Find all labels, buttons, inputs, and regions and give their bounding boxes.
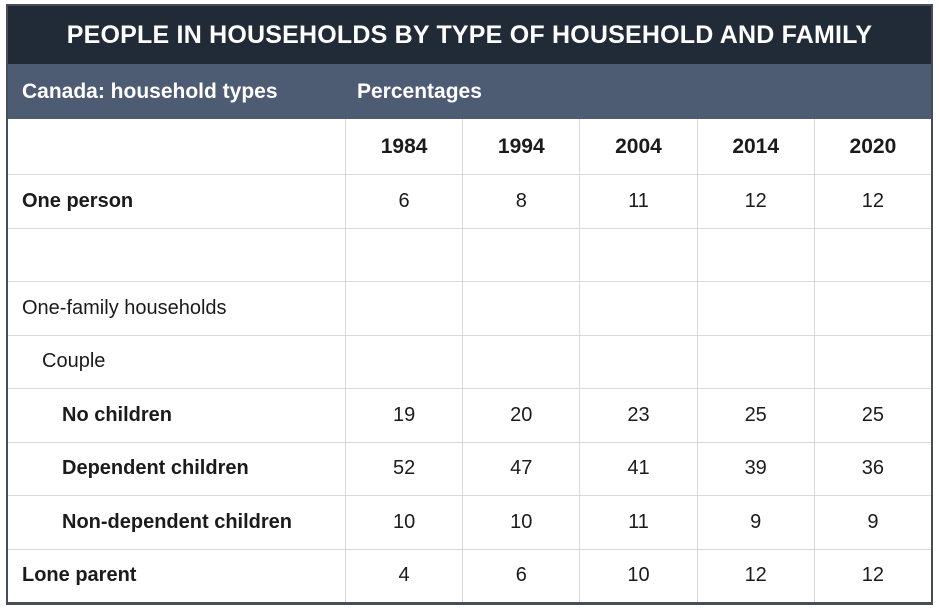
value-cell: 10 xyxy=(579,548,697,602)
value-cell xyxy=(462,334,580,388)
row-label: One person xyxy=(8,174,345,228)
value-cell xyxy=(345,227,463,281)
row-label: No children xyxy=(8,388,345,442)
value-cell: 6 xyxy=(345,174,463,228)
table-title: PEOPLE IN HOUSEHOLDS BY TYPE OF HOUSEHOL… xyxy=(8,6,931,64)
value-cell: 41 xyxy=(579,441,697,495)
value-cell xyxy=(813,227,931,281)
value-cell xyxy=(813,334,931,388)
subtitle-bar: Canada: household types Percentages xyxy=(8,64,931,119)
year-column-header: 2004 xyxy=(579,119,696,174)
row-label: Couple xyxy=(8,334,345,389)
row-label: Lone parent xyxy=(8,548,345,603)
value-cell xyxy=(345,334,463,388)
value-cell: 11 xyxy=(579,174,697,228)
value-cell xyxy=(579,227,697,281)
row-label: One-family households xyxy=(8,281,345,335)
value-cell: 36 xyxy=(813,441,931,495)
value-cell: 39 xyxy=(696,441,814,495)
value-cell: 6 xyxy=(462,548,580,602)
value-cell: 12 xyxy=(813,548,931,602)
value-cell: 19 xyxy=(345,388,463,442)
value-cell xyxy=(696,281,814,335)
value-cell: 9 xyxy=(696,495,814,549)
value-cell: 52 xyxy=(345,441,463,495)
unit-label: Percentages xyxy=(357,79,482,103)
value-cell: 12 xyxy=(696,548,814,602)
value-cell: 12 xyxy=(813,174,931,228)
row-label: Non-dependent children xyxy=(8,495,345,549)
value-cell: 20 xyxy=(462,388,580,442)
row-label: Dependent children xyxy=(8,441,345,496)
value-cell xyxy=(345,281,463,335)
year-column-header: 1994 xyxy=(462,119,579,174)
value-cell: 10 xyxy=(462,495,580,549)
value-cell: 11 xyxy=(579,495,697,549)
value-cell xyxy=(579,334,697,388)
value-cell xyxy=(813,281,931,335)
value-cell: 47 xyxy=(462,441,580,495)
value-cell: 25 xyxy=(696,388,814,442)
value-cell xyxy=(696,227,814,281)
value-cell: 25 xyxy=(813,388,931,442)
value-cell: 4 xyxy=(345,548,463,602)
value-cell: 9 xyxy=(813,495,931,549)
value-cell xyxy=(462,281,580,335)
data-grid: 1984 1994 2004 2014 2020 One person 6 8 … xyxy=(8,119,931,602)
row-label xyxy=(8,227,345,282)
year-column-header: 1984 xyxy=(345,119,462,174)
household-table: PEOPLE IN HOUSEHOLDS BY TYPE OF HOUSEHOL… xyxy=(6,4,933,605)
value-cell xyxy=(579,281,697,335)
value-cell: 10 xyxy=(345,495,463,549)
value-cell: 23 xyxy=(579,388,697,442)
value-cell xyxy=(696,334,814,388)
year-column-header: 2020 xyxy=(813,119,931,174)
value-cell: 12 xyxy=(696,174,814,228)
corner-cell xyxy=(8,119,345,174)
value-cell: 8 xyxy=(462,174,580,228)
value-cell xyxy=(462,227,580,281)
region-label: Canada: household types xyxy=(22,79,278,103)
year-column-header: 2014 xyxy=(696,119,814,174)
